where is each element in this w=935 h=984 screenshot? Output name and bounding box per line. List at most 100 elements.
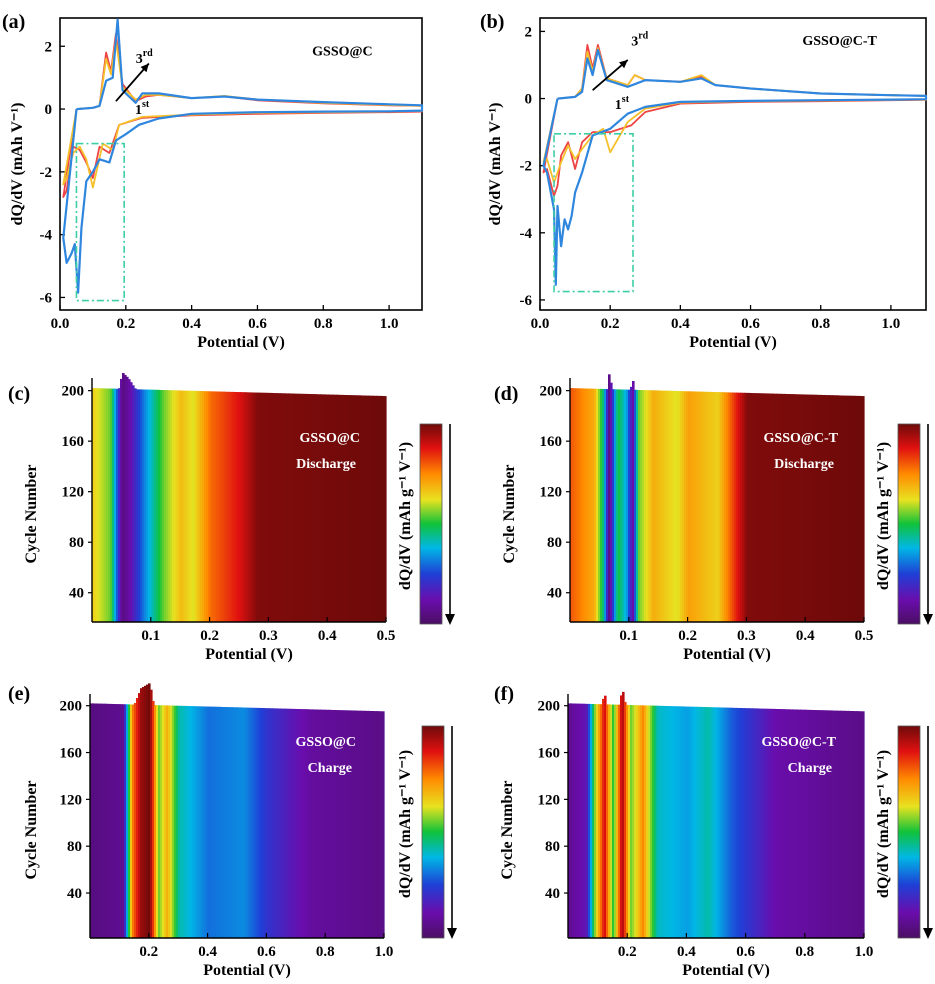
surface-strip <box>630 705 633 938</box>
surface-strip <box>738 708 741 938</box>
surface-strip <box>592 704 595 938</box>
surface-strip <box>656 705 659 938</box>
surface-strip <box>144 389 147 622</box>
surface-strip <box>204 391 207 622</box>
mode-label: Charge <box>788 761 832 776</box>
surface-strip <box>290 708 293 938</box>
surface-strip <box>176 705 179 938</box>
surface-strip <box>808 709 811 938</box>
surface-strip <box>234 392 237 622</box>
panel-f: (f) 0.2 0.4 0.6 0.8 1.0 40 80 120 160 200 Potential… <box>494 683 933 979</box>
surface-strip <box>800 394 803 622</box>
surface-strip <box>584 703 587 938</box>
surface-strip <box>382 711 385 938</box>
x-axis-label: Potential (V) <box>689 334 777 351</box>
x-tick-label: 0.1 <box>141 628 160 644</box>
plot-frame <box>59 17 423 311</box>
surface-strip <box>736 392 739 622</box>
surface-strip <box>354 395 357 622</box>
surface-strip <box>368 710 371 938</box>
surface-strip <box>318 394 321 622</box>
x-tick-label: 1.0 <box>380 316 399 332</box>
surface-strip <box>236 707 239 938</box>
surface-strip <box>364 710 367 938</box>
surface-strip <box>216 391 219 622</box>
surface-strip <box>208 391 211 622</box>
surface-strip <box>754 708 757 938</box>
surface-strip <box>698 391 701 622</box>
surface-strip <box>322 709 325 938</box>
surface-strip <box>648 705 651 938</box>
surface-strip <box>666 706 669 938</box>
surface-strip <box>310 394 313 622</box>
surface-strip <box>356 710 359 938</box>
surface-strip <box>226 707 229 938</box>
surface-strip <box>206 391 209 622</box>
surface-strip <box>804 394 807 622</box>
y-tick-label: -4 <box>40 228 53 244</box>
surface-strip <box>112 388 115 622</box>
surface-strip <box>594 704 597 938</box>
surface-strip <box>854 711 857 938</box>
y-tick-label: 200 <box>538 699 561 715</box>
surface-strip <box>330 394 333 622</box>
surface-strip <box>264 708 267 938</box>
surface-strip <box>120 378 123 622</box>
mode-label: Charge <box>308 761 352 776</box>
surface-strip <box>94 388 97 622</box>
surface-strip <box>678 391 681 622</box>
surface-strip <box>602 698 605 938</box>
y-tick-label: 160 <box>538 746 561 762</box>
y-tick-label: -6 <box>520 293 533 309</box>
surface-strip <box>622 691 625 938</box>
surface-strip <box>126 376 129 622</box>
surface-strip <box>826 395 829 622</box>
surface-strip <box>622 389 625 622</box>
surface-strip <box>178 390 181 622</box>
surface-strip <box>840 395 843 622</box>
annotation-first: 1st <box>135 99 150 118</box>
surface-strip <box>702 391 705 622</box>
surface-strip <box>752 393 755 622</box>
surface-strip <box>266 708 269 938</box>
y-axis-label: Cycle Number <box>501 464 518 563</box>
surface-strip <box>806 709 809 938</box>
surface-strip <box>138 693 141 938</box>
surface-strip <box>220 706 223 938</box>
surface-strip <box>700 706 703 938</box>
surface-strip <box>618 704 621 938</box>
series-line-1 <box>542 44 927 197</box>
colorbar <box>421 725 445 939</box>
surface-strip <box>768 393 771 622</box>
x-tick-label: 0.0 <box>51 316 70 332</box>
surface-strip <box>828 395 831 622</box>
surface-strip <box>284 708 287 938</box>
surface-strip <box>856 395 859 622</box>
surface-strip <box>314 709 317 938</box>
surface-strip <box>314 394 317 622</box>
surface-strip <box>744 708 747 938</box>
surface-strip <box>636 705 639 938</box>
surface-strip <box>718 392 721 622</box>
surface-strip <box>182 705 185 938</box>
surface-strip <box>646 390 649 622</box>
y-axis-label: dQ/dV (mAh V⁻¹) <box>9 103 26 226</box>
surface-strip <box>774 708 777 938</box>
surface-strip <box>732 392 735 622</box>
surface-strip <box>208 706 211 938</box>
surface-strip <box>192 706 195 938</box>
surface-strip <box>130 382 133 622</box>
x-tick-label: 0.2 <box>200 628 219 644</box>
surface-strip <box>366 395 369 622</box>
surface-strip <box>366 710 369 938</box>
surface-strip <box>730 392 733 622</box>
surface-strip <box>670 706 673 938</box>
surface-strip <box>628 389 631 622</box>
surface-strip <box>858 711 861 938</box>
surface-strip <box>218 706 221 938</box>
surface-strip <box>660 390 663 622</box>
surface-strip <box>574 388 577 622</box>
surface-strip <box>742 708 745 938</box>
surface-strip <box>720 392 723 622</box>
panel-b: (b) 0.0 0.2 0.4 0.6 0.8 1.0 2 0 -2 -4 -6 Potential (… <box>480 11 928 351</box>
